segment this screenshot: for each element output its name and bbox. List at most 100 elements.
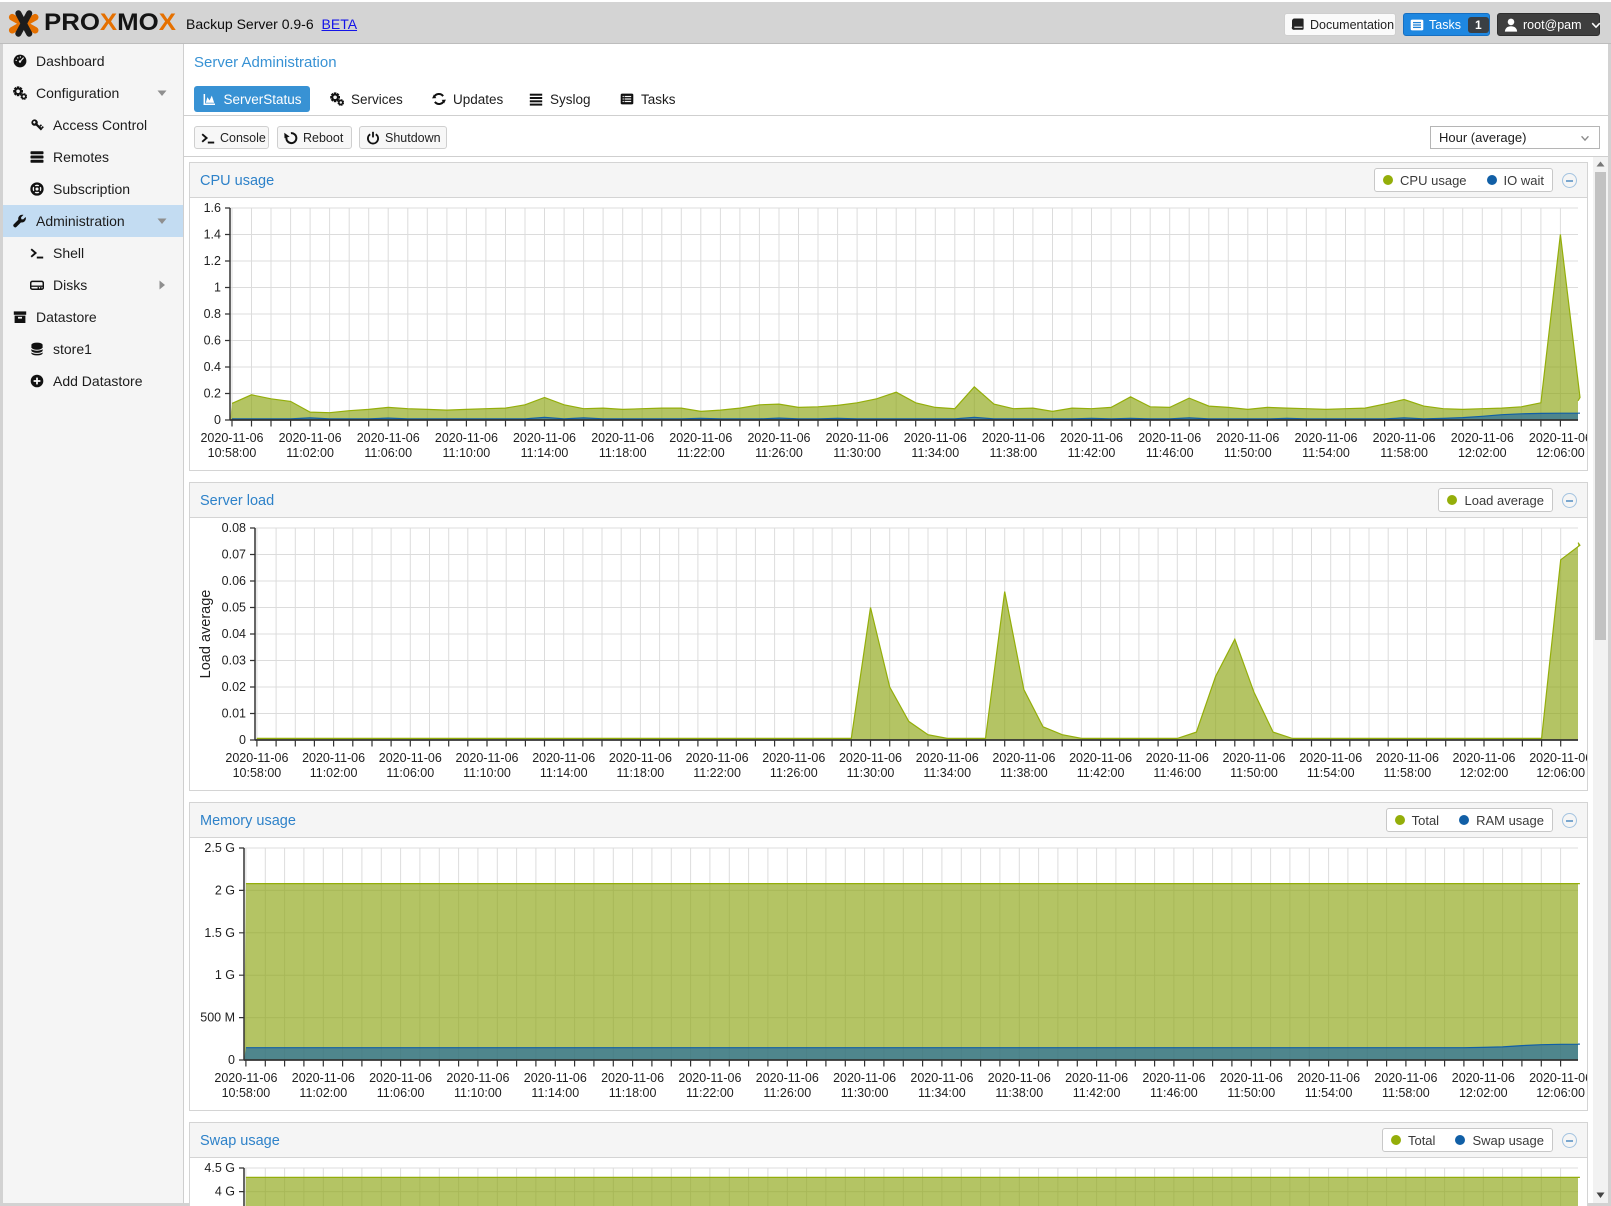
svg-text:2020-11-06: 2020-11-06 — [1376, 751, 1439, 765]
svg-text:0: 0 — [214, 413, 221, 427]
svg-text:2020-11-06: 2020-11-06 — [225, 751, 288, 765]
svg-text:11:42:00: 11:42:00 — [1068, 446, 1116, 460]
svg-text:10:58:00: 10:58:00 — [233, 766, 282, 780]
svg-text:0.05: 0.05 — [222, 601, 246, 615]
svg-text:11:26:00: 11:26:00 — [763, 1086, 811, 1100]
svg-text:11:30:00: 11:30:00 — [833, 446, 881, 460]
svg-text:2020-11-06: 2020-11-06 — [1374, 1071, 1437, 1085]
svg-text:2020-11-06: 2020-11-06 — [1299, 751, 1362, 765]
svg-text:11:10:00: 11:10:00 — [463, 766, 511, 780]
svg-text:1.4: 1.4 — [204, 228, 221, 242]
svg-text:2 G: 2 G — [215, 883, 235, 897]
svg-text:1: 1 — [214, 281, 221, 295]
svg-text:12:06:00: 12:06:00 — [1536, 1086, 1585, 1100]
svg-text:2020-11-06: 2020-11-06 — [446, 1071, 509, 1085]
svg-text:2020-11-06: 2020-11-06 — [292, 1071, 355, 1085]
svg-text:2020-11-06: 2020-11-06 — [1142, 1071, 1205, 1085]
svg-text:11:18:00: 11:18:00 — [609, 1086, 657, 1100]
svg-text:2020-11-06: 2020-11-06 — [1297, 1071, 1360, 1085]
svg-text:11:10:00: 11:10:00 — [443, 446, 491, 460]
svg-text:2020-11-06: 2020-11-06 — [686, 751, 749, 765]
svg-text:2020-11-06: 2020-11-06 — [1529, 751, 1587, 765]
svg-text:2020-11-06: 2020-11-06 — [1069, 751, 1132, 765]
svg-text:2020-11-06: 2020-11-06 — [524, 1071, 587, 1085]
svg-text:0: 0 — [239, 733, 246, 747]
svg-text:11:46:00: 11:46:00 — [1150, 1086, 1198, 1100]
svg-text:2020-11-06: 2020-11-06 — [1373, 431, 1436, 445]
svg-text:11:06:00: 11:06:00 — [386, 766, 434, 780]
svg-text:2020-11-06: 2020-11-06 — [200, 431, 263, 445]
svg-text:11:50:00: 11:50:00 — [1230, 766, 1278, 780]
svg-text:2020-11-06: 2020-11-06 — [988, 1071, 1051, 1085]
svg-text:11:38:00: 11:38:00 — [990, 446, 1038, 460]
svg-text:11:10:00: 11:10:00 — [454, 1086, 502, 1100]
svg-text:2020-11-06: 2020-11-06 — [1146, 751, 1209, 765]
svg-text:2020-11-06: 2020-11-06 — [762, 751, 825, 765]
svg-text:2020-11-06: 2020-11-06 — [1060, 431, 1123, 445]
svg-text:11:46:00: 11:46:00 — [1153, 766, 1201, 780]
svg-text:0.01: 0.01 — [222, 707, 246, 721]
svg-text:2020-11-06: 2020-11-06 — [513, 431, 576, 445]
svg-text:11:58:00: 11:58:00 — [1384, 766, 1432, 780]
svg-text:11:02:00: 11:02:00 — [286, 446, 334, 460]
svg-text:11:50:00: 11:50:00 — [1224, 446, 1272, 460]
svg-text:0.07: 0.07 — [222, 548, 246, 562]
svg-text:1.2: 1.2 — [204, 254, 221, 268]
svg-text:2020-11-06: 2020-11-06 — [916, 751, 979, 765]
svg-text:0.06: 0.06 — [222, 574, 246, 588]
svg-text:11:26:00: 11:26:00 — [770, 766, 818, 780]
svg-text:2020-11-06: 2020-11-06 — [601, 1071, 664, 1085]
svg-text:12:02:00: 12:02:00 — [1458, 446, 1507, 460]
svg-text:11:54:00: 11:54:00 — [1307, 766, 1355, 780]
svg-text:2020-11-06: 2020-11-06 — [302, 751, 365, 765]
svg-text:12:02:00: 12:02:00 — [1460, 766, 1509, 780]
svg-text:2020-11-06: 2020-11-06 — [369, 1071, 432, 1085]
svg-text:2020-11-06: 2020-11-06 — [609, 751, 672, 765]
svg-text:2020-11-06: 2020-11-06 — [1138, 431, 1201, 445]
svg-text:11:02:00: 11:02:00 — [310, 766, 358, 780]
svg-text:11:26:00: 11:26:00 — [755, 446, 803, 460]
svg-text:11:38:00: 11:38:00 — [995, 1086, 1043, 1100]
svg-text:12:06:00: 12:06:00 — [1536, 766, 1585, 780]
svg-text:2020-11-06: 2020-11-06 — [435, 431, 498, 445]
svg-text:11:42:00: 11:42:00 — [1073, 1086, 1121, 1100]
svg-text:0.04: 0.04 — [222, 627, 246, 641]
svg-text:0.08: 0.08 — [222, 521, 246, 535]
svg-text:10:58:00: 10:58:00 — [208, 446, 257, 460]
svg-text:2020-11-06: 2020-11-06 — [1451, 431, 1514, 445]
svg-text:2020-11-06: 2020-11-06 — [1220, 1071, 1283, 1085]
svg-text:4 G: 4 G — [215, 1185, 235, 1199]
svg-text:2020-11-06: 2020-11-06 — [833, 1071, 896, 1085]
svg-text:11:54:00: 11:54:00 — [1302, 446, 1350, 460]
svg-text:11:34:00: 11:34:00 — [918, 1086, 966, 1100]
svg-text:0.2: 0.2 — [204, 387, 221, 401]
svg-text:11:34:00: 11:34:00 — [911, 446, 959, 460]
svg-text:11:34:00: 11:34:00 — [923, 766, 971, 780]
svg-text:11:30:00: 11:30:00 — [847, 766, 895, 780]
svg-text:500 M: 500 M — [200, 1011, 235, 1025]
svg-text:11:22:00: 11:22:00 — [677, 446, 725, 460]
svg-text:11:50:00: 11:50:00 — [1227, 1086, 1275, 1100]
svg-text:2020-11-06: 2020-11-06 — [669, 431, 732, 445]
svg-text:2020-11-06: 2020-11-06 — [1216, 431, 1279, 445]
svg-text:2020-11-06: 2020-11-06 — [1529, 1071, 1587, 1085]
svg-text:2020-11-06: 2020-11-06 — [1222, 751, 1285, 765]
svg-text:11:38:00: 11:38:00 — [1000, 766, 1048, 780]
svg-text:11:06:00: 11:06:00 — [364, 446, 412, 460]
svg-text:2020-11-06: 2020-11-06 — [756, 1071, 819, 1085]
svg-text:11:30:00: 11:30:00 — [841, 1086, 889, 1100]
svg-text:11:42:00: 11:42:00 — [1077, 766, 1125, 780]
svg-text:4.5 G: 4.5 G — [204, 1161, 235, 1175]
svg-text:12:02:00: 12:02:00 — [1459, 1086, 1508, 1100]
svg-text:1.5 G: 1.5 G — [204, 926, 235, 940]
svg-text:2020-11-06: 2020-11-06 — [1452, 1071, 1515, 1085]
svg-text:2020-11-06: 2020-11-06 — [992, 751, 1055, 765]
svg-text:2020-11-06: 2020-11-06 — [591, 431, 654, 445]
svg-text:11:14:00: 11:14:00 — [531, 1086, 579, 1100]
svg-text:11:14:00: 11:14:00 — [521, 446, 569, 460]
svg-text:2020-11-06: 2020-11-06 — [826, 431, 889, 445]
svg-text:2020-11-06: 2020-11-06 — [1529, 431, 1587, 445]
svg-text:0.03: 0.03 — [222, 654, 246, 668]
svg-text:11:14:00: 11:14:00 — [540, 766, 588, 780]
